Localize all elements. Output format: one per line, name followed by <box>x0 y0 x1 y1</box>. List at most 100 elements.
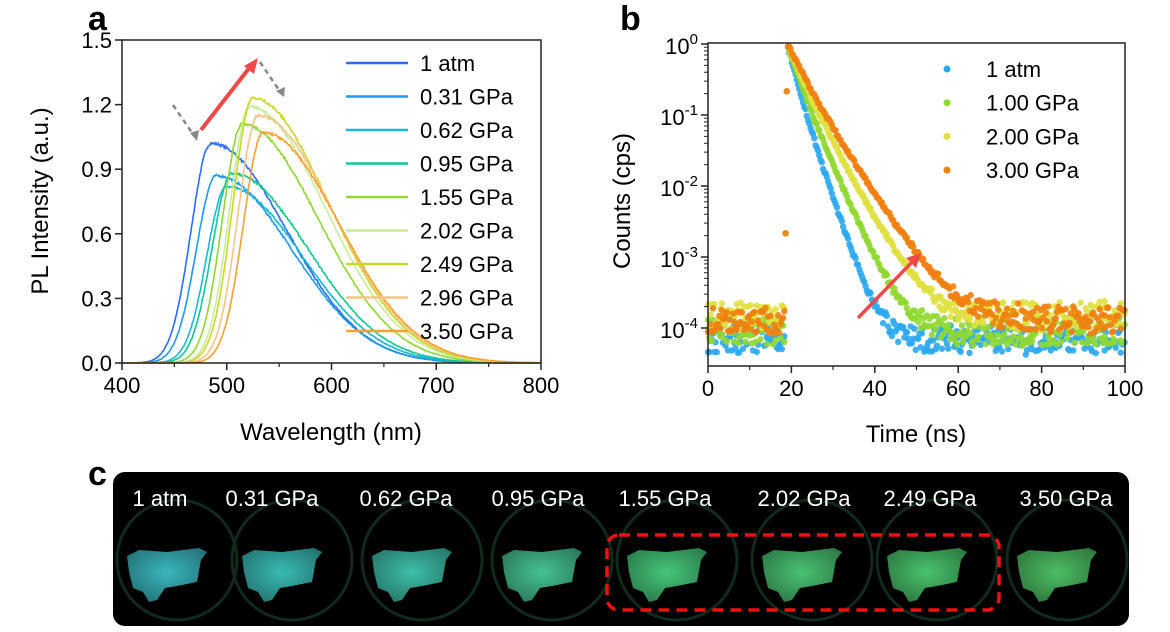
decay-point-1 <box>708 337 715 345</box>
decay-point-0 <box>966 349 973 357</box>
decay-point-0 <box>905 335 912 342</box>
decay-point-3 <box>1022 315 1029 322</box>
decay-point-3 <box>767 312 774 319</box>
crystal-flake-5 <box>762 548 842 602</box>
decay-point-0 <box>854 261 862 268</box>
decay-point-3 <box>1085 324 1092 331</box>
y-tick-label: 1.2 <box>81 93 112 118</box>
decay-point-0 <box>1112 344 1120 351</box>
chart-b-decay: 0 20 40 60 80 100 100 10-1 10-2 10-3 10-4 1 atm 1.0… <box>609 31 1143 448</box>
legend-label-5: 2.02 GPa <box>420 219 514 244</box>
decay-point-3 <box>1075 310 1082 317</box>
decay-point-1 <box>1007 337 1014 345</box>
decay-point-1 <box>1010 333 1017 340</box>
decay-point-3 <box>1062 305 1070 313</box>
photo-label-2: 0.62 GPa <box>360 486 454 511</box>
decay-point-0 <box>957 348 964 355</box>
decay-point-0 <box>818 159 825 166</box>
decay-point-1 <box>1001 331 1008 339</box>
decay-point-1 <box>970 342 977 349</box>
decay-point-3 <box>756 321 763 328</box>
decay-point-0 <box>895 338 902 345</box>
decay-point-1 <box>975 333 982 340</box>
decay-point-3 <box>717 325 724 332</box>
decay-point-1 <box>1101 333 1108 340</box>
decay-point-0 <box>887 327 894 335</box>
sample-chamber-ring-5 <box>750 498 874 622</box>
decay-point-1 <box>1038 341 1046 349</box>
decay-point-0 <box>915 335 922 342</box>
sample-chamber-ring-0 <box>115 498 239 622</box>
red-arrow-a <box>199 65 252 132</box>
decay-point-3 <box>1110 328 1117 335</box>
decay-point-3 <box>1006 312 1013 319</box>
crystal-flake-7 <box>1017 548 1097 602</box>
decay-point-1 <box>837 177 844 184</box>
decay-point-1 <box>1017 333 1024 340</box>
decay-point-1 <box>960 339 967 346</box>
red-arrowhead-a <box>244 58 258 74</box>
sample-chamber-ring-7 <box>1005 498 1129 622</box>
legend-label-2: 2.00 GPa <box>986 124 1080 149</box>
x-tick-label: 60 <box>946 376 970 401</box>
x-tick-label: 700 <box>418 373 455 398</box>
decay-point-3 <box>743 321 750 328</box>
legend-label-4: 1.55 GPa <box>420 185 514 210</box>
legend-marker-3 <box>943 166 951 174</box>
crystal-flake-3 <box>502 548 582 602</box>
decay-point-0 <box>888 332 896 340</box>
decay-point-1 <box>718 331 725 338</box>
decay-point-3 <box>782 230 789 237</box>
decay-point-3 <box>950 283 957 290</box>
decay-point-2 <box>707 311 714 318</box>
decay-point-3 <box>723 309 730 316</box>
decay-point-3 <box>965 298 972 306</box>
decay-point-0 <box>945 345 952 352</box>
decay-point-1 <box>723 338 730 345</box>
decay-point-1 <box>742 338 749 345</box>
decay-point-2 <box>747 302 754 309</box>
decay-point-0 <box>1070 347 1077 354</box>
sample-chamber-ring-1 <box>230 498 354 622</box>
decay-point-3 <box>729 310 737 317</box>
decay-point-0 <box>933 342 941 349</box>
decay-point-0 <box>883 312 891 319</box>
photo-label-7: 3.50 GPa <box>1020 486 1114 511</box>
gray-arrowhead-right <box>276 87 285 97</box>
legend-label-3: 0.95 GPa <box>420 152 514 177</box>
decay-point-1 <box>962 333 969 340</box>
decay-point-1 <box>757 336 764 343</box>
decay-point-1 <box>752 338 759 345</box>
photo-label-3: 0.95 GPa <box>492 486 586 511</box>
decay-point-1 <box>1092 340 1100 348</box>
decay-point-1 <box>1012 341 1019 348</box>
y-tick-label: 1.5 <box>81 28 112 53</box>
decay-point-1 <box>813 120 820 127</box>
decay-point-0 <box>838 218 846 225</box>
decay-point-0 <box>739 345 747 352</box>
decay-point-0 <box>930 337 937 344</box>
decay-point-0 <box>828 189 835 197</box>
decay-point-3 <box>779 314 787 321</box>
decay-point-2 <box>883 231 891 238</box>
decay-point-3 <box>1038 324 1046 332</box>
decay-point-0 <box>867 289 874 297</box>
photo-label-1: 0.31 GPa <box>226 486 320 511</box>
decay-point-3 <box>910 243 917 250</box>
gray-dashed-arrow-left <box>171 104 197 138</box>
decay-point-1 <box>915 318 922 325</box>
decay-point-1 <box>903 305 911 312</box>
decay-point-3 <box>993 300 1001 307</box>
decay-point-1 <box>902 299 909 307</box>
decay-point-0 <box>911 325 918 332</box>
decay-point-1 <box>918 307 926 314</box>
y-tick-label: 10-2 <box>660 173 698 201</box>
x-tick-label: 80 <box>1029 376 1053 401</box>
decay-point-0 <box>778 345 785 353</box>
decay-point-2 <box>1077 299 1085 306</box>
crystal-flake-1 <box>242 548 322 602</box>
decay-point-2 <box>1090 303 1097 311</box>
decay-point-0 <box>938 345 946 352</box>
decay-point-0 <box>918 330 926 337</box>
